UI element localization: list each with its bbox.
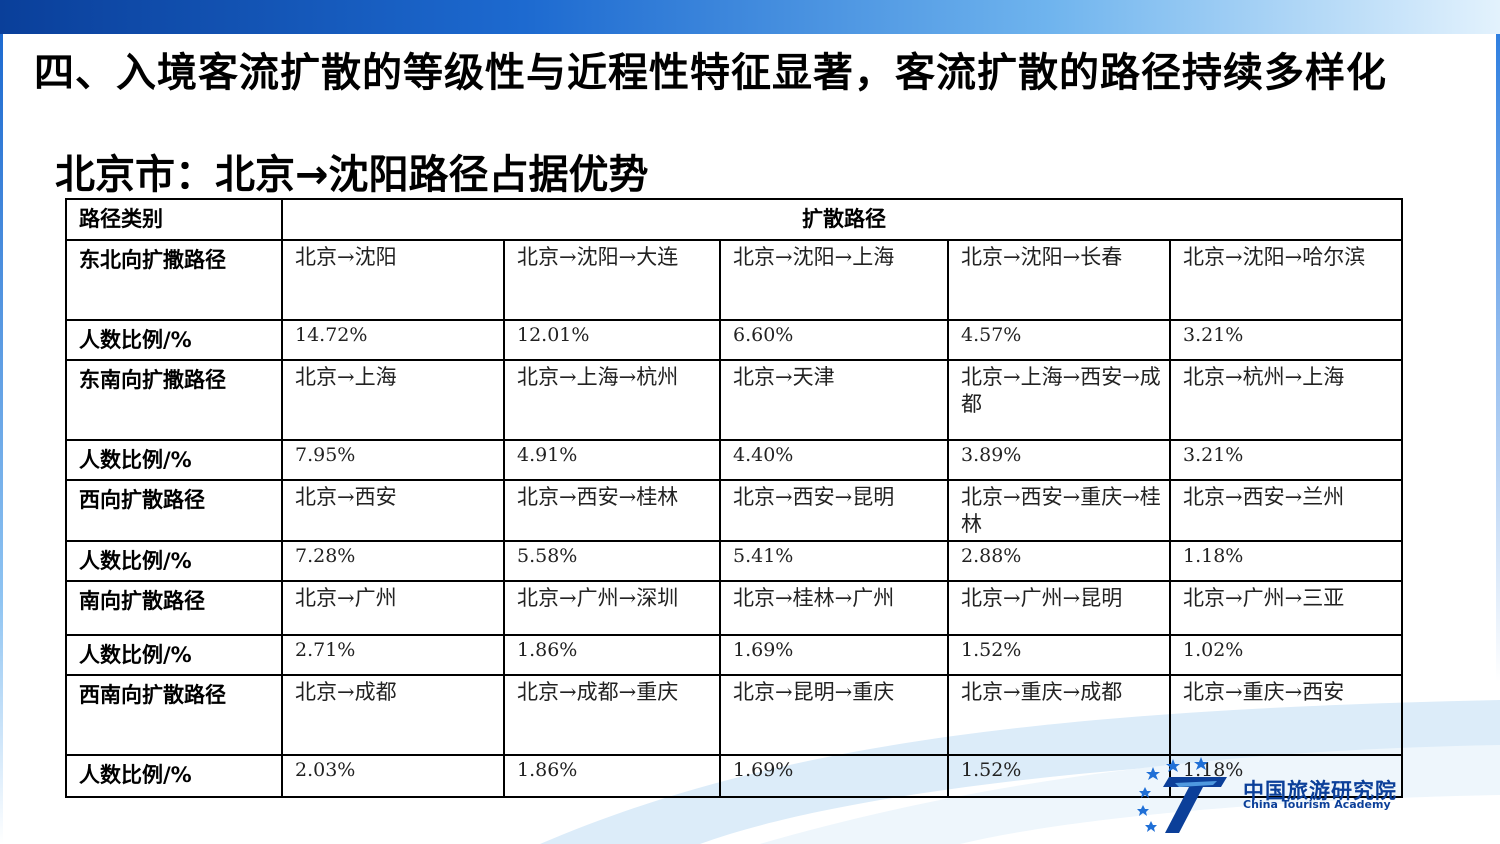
ratio-value-cell: 4.91% [503,439,721,481]
path-cell: 北京→西安 [281,479,505,542]
category-cell: 东北向扩撒路径 [65,239,283,321]
table-row: 人数比例/% 7.95% 4.91% 4.40% 3.89% 3.21% [65,439,1404,481]
table-header-row: 路径类别 扩散路径 [65,198,1404,241]
ratio-value-cell: 1.52% [947,634,1171,676]
ratio-label-cell: 人数比例/% [65,540,283,582]
category-cell: 东南向扩撒路径 [65,359,283,441]
table-row: 人数比例/% 7.28% 5.58% 5.41% 2.88% 1.18% [65,540,1404,582]
ratio-value-cell: 1.18% [1168,540,1404,582]
path-cell: 北京→成都→重庆 [503,674,721,756]
path-cell: 北京→上海 [281,359,505,441]
path-cell: 北京→沈阳→大连 [503,239,721,321]
path-cell: 北京→广州→三亚 [1168,580,1404,636]
path-cell: 北京→重庆→西安 [1168,674,1404,756]
ratio-value-cell: 2.88% [947,540,1171,582]
ratio-value-cell: 3.21% [1168,439,1404,481]
ratio-value-cell: 4.57% [947,319,1171,361]
china-tourism-academy-logo: 中国旅游研究院 China Tourism Academy [1135,755,1445,835]
path-cell: 北京→西安→桂林 [503,479,721,542]
ratio-value-cell: 7.28% [281,540,505,582]
path-cell: 北京→西安→昆明 [719,479,949,542]
category-cell: 西南向扩散路径 [65,674,283,756]
ratio-value-cell: 3.21% [1168,319,1404,361]
ratio-value-cell: 14.72% [281,319,505,361]
path-cell: 北京→上海→西安→成都 [947,359,1171,441]
header-gradient-bar [0,0,1500,34]
ratio-value-cell: 3.89% [947,439,1171,481]
table-row: 东北向扩撒路径 北京→沈阳 北京→沈阳→大连 北京→沈阳→上海 北京→沈阳→长春… [65,239,1404,321]
ratio-value-cell: 1.52% [947,754,1171,798]
ratio-label-cell: 人数比例/% [65,439,283,481]
right-edge-decoration [1496,34,1500,844]
path-cell: 北京→重庆→成都 [947,674,1171,756]
path-cell: 北京→成都 [281,674,505,756]
slide-title: 四、入境客流扩散的等级性与近程性特征显著，客流扩散的路径持续多样化 [34,50,1387,96]
academy-emblem-icon [1137,757,1227,833]
ratio-value-cell: 7.95% [281,439,505,481]
table-row: 人数比例/% 14.72% 12.01% 6.60% 4.57% 3.21% [65,319,1404,361]
header-category-cell: 路径类别 [65,198,283,241]
table-row: 人数比例/% 2.71% 1.86% 1.69% 1.52% 1.02% [65,634,1404,676]
slide-subtitle: 北京市：北京→沈阳路径占据优势 [55,152,649,198]
ratio-value-cell: 4.40% [719,439,949,481]
ratio-value-cell: 2.03% [281,754,505,798]
ratio-value-cell: 1.86% [503,754,721,798]
category-cell: 南向扩散路径 [65,580,283,636]
ratio-value-cell: 12.01% [503,319,721,361]
ratio-value-cell: 1.02% [1168,634,1404,676]
path-cell: 北京→沈阳→哈尔滨 [1168,239,1404,321]
table-row: 东南向扩撒路径 北京→上海 北京→上海→杭州 北京→天津 北京→上海→西安→成都… [65,359,1404,441]
path-cell: 北京→广州→深圳 [503,580,721,636]
ratio-label-cell: 人数比例/% [65,754,283,798]
path-cell: 北京→西安→兰州 [1168,479,1404,542]
header-paths-cell: 扩散路径 [280,198,1404,241]
category-cell: 西向扩散路径 [65,479,283,542]
ratio-value-cell: 5.58% [503,540,721,582]
path-cell: 北京→昆明→重庆 [719,674,949,756]
ratio-value-cell: 1.86% [503,634,721,676]
ratio-label-cell: 人数比例/% [65,319,283,361]
logo-chinese-name: 中国旅游研究院 [1243,779,1397,803]
ratio-value-cell: 6.60% [719,319,949,361]
table-row: 西向扩散路径 北京→西安 北京→西安→桂林 北京→西安→昆明 北京→西安→重庆→… [65,479,1404,542]
ratio-value-cell: 1.69% [719,754,949,798]
path-cell: 北京→天津 [719,359,949,441]
path-cell: 北京→沈阳→上海 [719,239,949,321]
path-cell: 北京→桂林→广州 [719,580,949,636]
path-cell: 北京→西安→重庆→桂林 [947,479,1171,542]
path-cell: 北京→广州 [281,580,505,636]
ratio-label-cell: 人数比例/% [65,634,283,676]
table-row: 西南向扩散路径 北京→成都 北京→成都→重庆 北京→昆明→重庆 北京→重庆→成都… [65,674,1404,756]
diffusion-path-table: 路径类别 扩散路径 东北向扩撒路径 北京→沈阳 北京→沈阳→大连 北京→沈阳→上… [65,198,1404,798]
path-cell: 北京→上海→杭州 [503,359,721,441]
path-cell: 北京→沈阳→长春 [947,239,1171,321]
ratio-value-cell: 2.71% [281,634,505,676]
ratio-value-cell: 1.69% [719,634,949,676]
path-cell: 北京→广州→昆明 [947,580,1171,636]
logo-english-name: China Tourism Academy [1243,798,1391,811]
ratio-value-cell: 5.41% [719,540,949,582]
left-edge-decoration [0,34,3,844]
table-row: 南向扩散路径 北京→广州 北京→广州→深圳 北京→桂林→广州 北京→广州→昆明 … [65,580,1404,636]
path-cell: 北京→沈阳 [281,239,505,321]
path-cell: 北京→杭州→上海 [1168,359,1404,441]
